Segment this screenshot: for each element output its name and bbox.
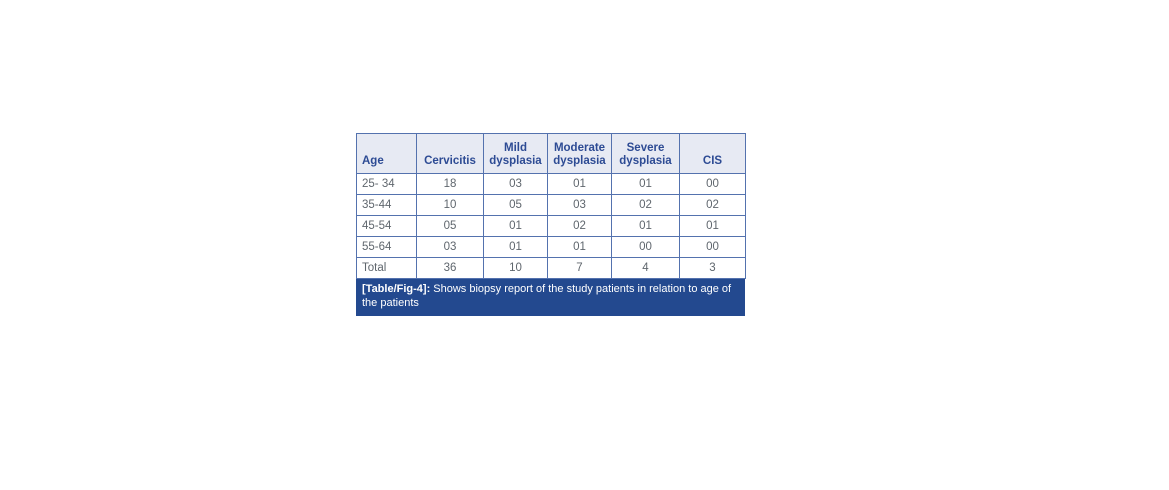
- cell-severe-dysplasia: 00: [611, 236, 680, 258]
- cell-moderate-dysplasia-total: 7: [547, 257, 612, 279]
- cell-cervicitis: 10: [416, 194, 484, 216]
- biopsy-report-table: Age Cervicitis Mild dysplasia Moderate d…: [356, 133, 746, 279]
- cell-cis: 02: [679, 194, 746, 216]
- cell-cervicitis-total: 36: [416, 257, 484, 279]
- cell-mild-dysplasia-total: 10: [483, 257, 548, 279]
- cell-total-label: Total: [356, 257, 417, 279]
- cell-mild-dysplasia: 05: [483, 194, 548, 216]
- table-figure: Age Cervicitis Mild dysplasia Moderate d…: [356, 133, 746, 316]
- cell-cis-total: 3: [679, 257, 746, 279]
- cell-age-group: 45-54: [356, 215, 417, 237]
- cell-age-group: 35-44: [356, 194, 417, 216]
- cell-cervicitis: 18: [416, 173, 484, 195]
- column-header-severe-dysplasia: Severe dysplasia: [611, 133, 680, 174]
- cell-age-group: 25- 34: [356, 173, 417, 195]
- table-row: 35-44 10 05 03 02 02: [356, 194, 746, 216]
- cell-cis: 00: [679, 173, 746, 195]
- cell-cis: 01: [679, 215, 746, 237]
- column-header-mild-dysplasia: Mild dysplasia: [483, 133, 548, 174]
- cell-cervicitis: 03: [416, 236, 484, 258]
- table-caption-text: Shows biopsy report of the study patient…: [362, 283, 732, 309]
- cell-moderate-dysplasia: 02: [547, 215, 612, 237]
- cell-cis: 00: [679, 236, 746, 258]
- cell-severe-dysplasia: 02: [611, 194, 680, 216]
- cell-severe-dysplasia: 01: [611, 215, 680, 237]
- table-caption: [Table/Fig-4]: Shows biopsy report of th…: [356, 279, 745, 316]
- cell-mild-dysplasia: 01: [483, 215, 548, 237]
- cell-moderate-dysplasia: 03: [547, 194, 612, 216]
- table-caption-label: [Table/Fig-4]:: [362, 283, 431, 295]
- cell-mild-dysplasia: 01: [483, 236, 548, 258]
- table-row: 55-64 03 01 01 00 00: [356, 236, 746, 258]
- column-header-cervicitis: Cervicitis: [416, 133, 484, 174]
- cell-severe-dysplasia-total: 4: [611, 257, 680, 279]
- column-header-age: Age: [356, 133, 417, 174]
- cell-age-group: 55-64: [356, 236, 417, 258]
- table-row: 45-54 05 01 02 01 01: [356, 215, 746, 237]
- cell-cervicitis: 05: [416, 215, 484, 237]
- table-row-total: Total 36 10 7 4 3: [356, 257, 746, 279]
- column-header-cis: CIS: [679, 133, 746, 174]
- header-row: Age Cervicitis Mild dysplasia Moderate d…: [356, 133, 746, 174]
- column-header-moderate-dysplasia: Moderate dysplasia: [547, 133, 612, 174]
- cell-moderate-dysplasia: 01: [547, 236, 612, 258]
- cell-moderate-dysplasia: 01: [547, 173, 612, 195]
- table-row: 25- 34 18 03 01 01 00: [356, 173, 746, 195]
- cell-mild-dysplasia: 03: [483, 173, 548, 195]
- cell-severe-dysplasia: 01: [611, 173, 680, 195]
